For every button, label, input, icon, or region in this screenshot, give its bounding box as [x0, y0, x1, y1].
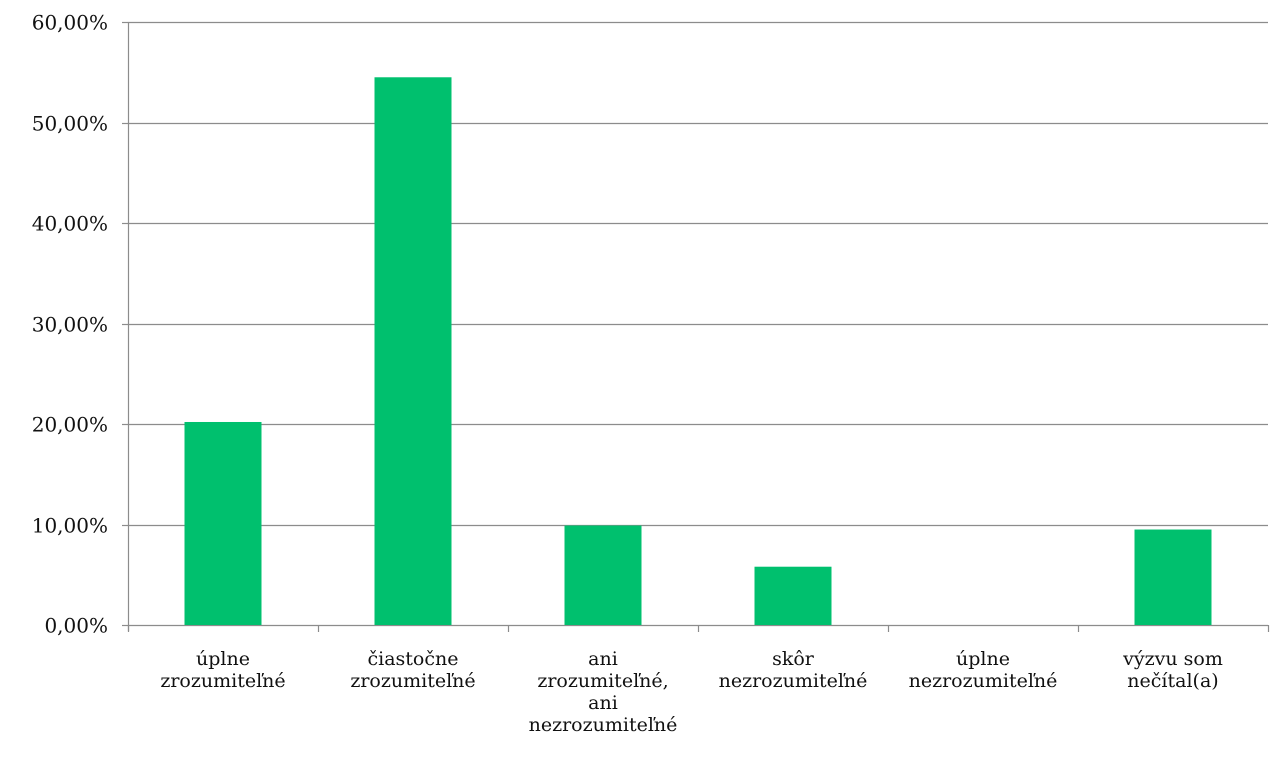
x-category-label: ani zrozumiteľné, ani nezrozumiteľné	[529, 648, 678, 736]
x-category-label-line: nečítal(a)	[1127, 670, 1218, 692]
x-category-label-line: úplne	[196, 648, 250, 670]
bar	[1134, 529, 1212, 625]
bar	[374, 77, 452, 625]
bar	[754, 566, 832, 625]
x-category-label-line: skôr	[772, 648, 815, 670]
x-category-label: čiastočne zrozumiteľné	[350, 648, 475, 692]
x-category-label: úplne zrozumiteľné	[160, 648, 285, 692]
x-category-label-line: ani	[588, 648, 618, 670]
x-category-label-line: čiastočne	[368, 648, 459, 670]
x-category-label-line: zrozumiteľné,	[537, 670, 668, 692]
x-category-label-line: zrozumiteľné	[160, 670, 285, 692]
y-tick-label: 40,00%	[32, 212, 108, 236]
y-tick-label: 20,00%	[32, 413, 108, 437]
x-category-label-line: výzvu som	[1122, 648, 1223, 670]
x-category-label-line: nezrozumiteľné	[719, 670, 868, 692]
x-category-label-line: ani	[588, 692, 618, 714]
x-category-label: skôr nezrozumiteľné	[719, 648, 868, 692]
x-category-label-line: úplne	[956, 648, 1010, 670]
x-category-label-line: nezrozumiteľné	[909, 670, 1058, 692]
y-tick-label: 60,00%	[32, 11, 108, 35]
y-tick-label: 0,00%	[44, 614, 108, 638]
x-category-label: úplne nezrozumiteľné	[909, 648, 1058, 692]
bar	[184, 421, 262, 625]
x-category-label-line: nezrozumiteľné	[529, 714, 678, 736]
y-tick-label: 30,00%	[32, 313, 108, 337]
y-tick-label: 10,00%	[32, 514, 108, 538]
x-category-label: výzvu som nečítal(a)	[1122, 648, 1223, 692]
y-tick-label: 50,00%	[32, 112, 108, 136]
bar	[564, 525, 642, 625]
x-category-label-line: zrozumiteľné	[350, 670, 475, 692]
